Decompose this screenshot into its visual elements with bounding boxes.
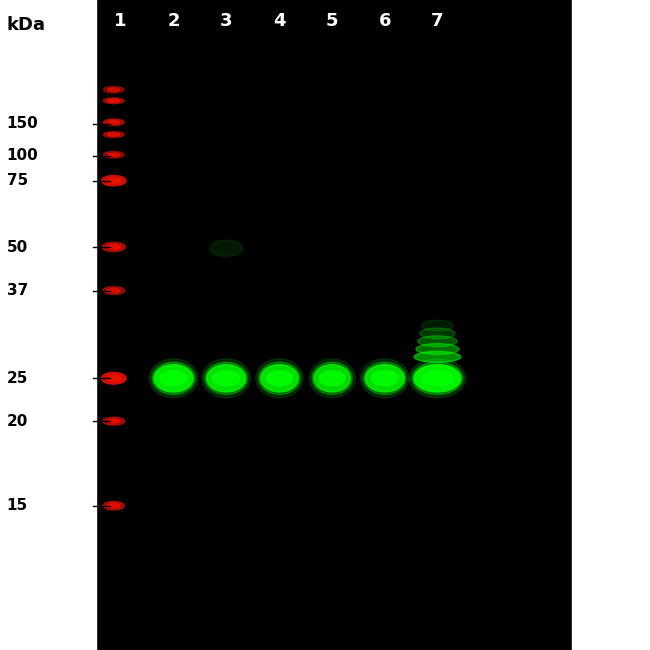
Ellipse shape <box>309 359 355 398</box>
Ellipse shape <box>314 365 350 392</box>
Ellipse shape <box>256 359 303 398</box>
Ellipse shape <box>261 365 298 392</box>
Ellipse shape <box>202 359 251 398</box>
Text: 75: 75 <box>6 173 28 188</box>
Ellipse shape <box>420 328 455 339</box>
Ellipse shape <box>360 359 410 398</box>
Ellipse shape <box>319 370 345 386</box>
Ellipse shape <box>107 178 121 183</box>
Text: 50: 50 <box>6 239 28 255</box>
Text: 100: 100 <box>6 148 38 164</box>
Ellipse shape <box>363 362 406 395</box>
Ellipse shape <box>103 417 125 425</box>
Text: 20: 20 <box>6 413 28 429</box>
Ellipse shape <box>103 131 124 137</box>
Ellipse shape <box>103 287 125 294</box>
Text: kDa: kDa <box>6 16 46 34</box>
Ellipse shape <box>205 362 248 395</box>
Ellipse shape <box>154 365 193 392</box>
Bar <box>0 0 96 650</box>
Text: 4: 4 <box>273 12 286 31</box>
Ellipse shape <box>107 153 120 156</box>
Ellipse shape <box>107 88 120 92</box>
Text: 2: 2 <box>167 12 180 31</box>
Ellipse shape <box>414 365 461 392</box>
Ellipse shape <box>103 502 124 510</box>
Ellipse shape <box>103 119 124 125</box>
Ellipse shape <box>102 242 125 252</box>
Text: 15: 15 <box>6 498 27 514</box>
Text: 7: 7 <box>431 12 444 31</box>
Ellipse shape <box>259 362 300 395</box>
Ellipse shape <box>207 365 246 392</box>
Text: 5: 5 <box>326 12 339 31</box>
Ellipse shape <box>312 362 352 395</box>
Ellipse shape <box>421 370 454 386</box>
Ellipse shape <box>103 86 124 93</box>
Ellipse shape <box>210 240 242 257</box>
Ellipse shape <box>107 419 120 423</box>
Text: 6: 6 <box>378 12 391 31</box>
Ellipse shape <box>107 133 120 136</box>
Text: 150: 150 <box>6 116 38 131</box>
Ellipse shape <box>422 320 453 331</box>
Ellipse shape <box>103 151 124 158</box>
Ellipse shape <box>107 120 120 124</box>
Ellipse shape <box>414 352 461 362</box>
Ellipse shape <box>107 376 121 381</box>
Ellipse shape <box>107 289 120 292</box>
Ellipse shape <box>103 98 124 103</box>
Bar <box>572 0 650 650</box>
Ellipse shape <box>150 359 198 398</box>
Text: 3: 3 <box>220 12 233 31</box>
Ellipse shape <box>107 504 120 508</box>
Ellipse shape <box>107 245 121 249</box>
Text: 37: 37 <box>6 283 28 298</box>
Text: 1: 1 <box>114 12 127 31</box>
Ellipse shape <box>152 362 195 395</box>
Ellipse shape <box>371 370 398 386</box>
Ellipse shape <box>266 370 292 386</box>
Ellipse shape <box>160 370 187 386</box>
Ellipse shape <box>365 365 404 392</box>
Ellipse shape <box>416 344 459 354</box>
Ellipse shape <box>107 99 120 102</box>
Ellipse shape <box>418 336 457 346</box>
Ellipse shape <box>213 370 240 386</box>
Ellipse shape <box>101 176 126 186</box>
Text: 25: 25 <box>6 370 28 386</box>
Ellipse shape <box>412 362 463 395</box>
Ellipse shape <box>410 359 465 398</box>
Ellipse shape <box>101 372 126 384</box>
